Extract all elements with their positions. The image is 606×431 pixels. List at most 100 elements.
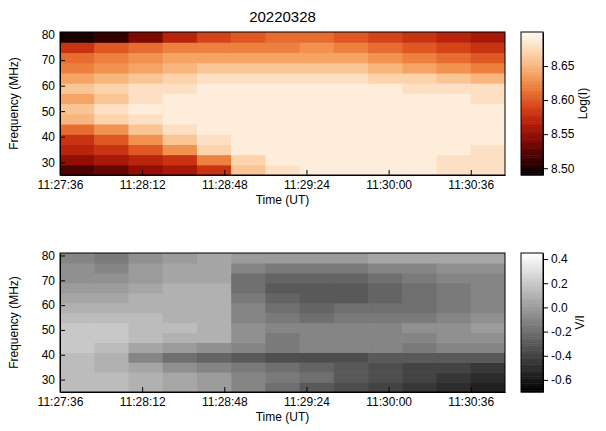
heatmap-cell xyxy=(231,42,266,53)
x-tick-mark xyxy=(306,170,307,175)
heatmap-cell xyxy=(334,52,369,63)
y-tick: 80 xyxy=(42,249,65,263)
heatmap-cell xyxy=(197,42,232,53)
heatmap-cell xyxy=(300,382,335,392)
heatmap-cell xyxy=(128,144,163,155)
heatmap-cell xyxy=(60,263,95,274)
colorbar-tick-label: 8.55 xyxy=(551,127,575,141)
heatmap-cell xyxy=(368,104,403,115)
heatmap-cell xyxy=(60,273,95,284)
heatmap-cell xyxy=(437,165,472,175)
heatmap-cell xyxy=(437,42,472,53)
heatmap-cell xyxy=(163,83,198,94)
heatmap-cell xyxy=(402,165,437,175)
panel: 11:27:3611:28:1211:28:4811:29:2411:30:00… xyxy=(7,8,590,207)
colorbar-tick: -0.6 xyxy=(543,373,572,387)
heatmap-cell xyxy=(265,313,300,324)
heatmap-cell xyxy=(402,253,437,264)
heatmap-cell xyxy=(60,323,95,334)
heatmap-cell xyxy=(94,155,129,166)
heatmap-cell xyxy=(402,114,437,125)
colorbar-tick-label: -0.4 xyxy=(551,349,572,363)
heatmap-cell xyxy=(437,323,472,334)
y-tick: 30 xyxy=(42,156,65,170)
heatmap-cell xyxy=(300,342,335,353)
y-tick-mark xyxy=(60,305,65,306)
heatmap-cell xyxy=(60,32,95,43)
heatmap-cell xyxy=(368,144,403,155)
x-tick-label: 11:27:36 xyxy=(38,178,84,192)
heatmap-cell xyxy=(437,124,472,135)
colorbar-axis: 8.508.558.608.65 xyxy=(543,33,575,176)
x-tick-label: 11:29:24 xyxy=(284,395,330,409)
heatmap-cell xyxy=(437,293,472,304)
heatmap-cell xyxy=(231,332,266,343)
heatmap-cell xyxy=(94,93,129,104)
heatmap-cell xyxy=(334,382,369,392)
heatmap-cell xyxy=(402,93,437,104)
colorbar-tick-label: 8.60 xyxy=(551,93,575,107)
heatmap-cell xyxy=(128,352,163,363)
heatmap-cell xyxy=(60,382,95,392)
heatmap-cell xyxy=(60,144,95,155)
x-tick: 11:29:24 xyxy=(284,170,330,192)
heatmap-cell xyxy=(197,342,232,353)
heatmap-cell xyxy=(300,332,335,343)
heatmap-cell xyxy=(197,52,232,63)
x-tick-mark xyxy=(142,387,143,392)
heatmap-cell xyxy=(197,63,232,74)
y-axis: 304050607080 xyxy=(42,28,65,176)
y-tick-mark xyxy=(60,60,65,61)
heatmap-cell xyxy=(94,124,129,135)
x-tick-label: 11:29:24 xyxy=(284,178,330,192)
heatmap-cell xyxy=(368,253,403,264)
heatmap-cell xyxy=(163,32,198,43)
heatmap-cell xyxy=(94,372,129,383)
heatmap-cell xyxy=(94,313,129,324)
y-tick-mark xyxy=(60,137,65,138)
y-axis-line xyxy=(60,33,61,176)
heatmap-cell xyxy=(265,372,300,383)
heatmap-cell xyxy=(368,332,403,343)
heatmap-cell xyxy=(128,293,163,304)
colorbar-title: V/I xyxy=(573,315,587,330)
heatmap-cell xyxy=(163,273,198,284)
heatmap-cell xyxy=(300,253,335,264)
heatmap-cell xyxy=(231,293,266,304)
heatmap-cell xyxy=(128,273,163,284)
heatmap-cell xyxy=(368,372,403,383)
heatmap-cell xyxy=(128,332,163,343)
heatmap-cell xyxy=(402,263,437,274)
heatmap-cell xyxy=(128,134,163,145)
heatmap-cell xyxy=(231,253,266,264)
colorbar-tick-label: 0.4 xyxy=(551,252,568,266)
colorbar-tick-mark xyxy=(543,168,548,169)
heatmap-cell xyxy=(197,273,232,284)
y-axis-title: Frequency (MHz) xyxy=(7,57,21,150)
y-tick: 30 xyxy=(42,373,65,387)
heatmap-cell xyxy=(368,52,403,63)
heatmap-cell xyxy=(60,332,95,343)
heatmap-cell xyxy=(437,313,472,324)
y-tick-label: 30 xyxy=(42,373,56,387)
heatmap-cell xyxy=(300,313,335,324)
heatmap-cell xyxy=(60,52,95,63)
heatmap-cell xyxy=(128,323,163,334)
heatmap-cell xyxy=(60,42,95,53)
heatmap-cell xyxy=(437,114,472,125)
heatmap-cell xyxy=(197,352,232,363)
colorbar-title: Log(I) xyxy=(576,88,590,119)
y-axis-line xyxy=(60,254,61,393)
heatmap-cell xyxy=(402,124,437,135)
heatmap-cell xyxy=(300,323,335,334)
heatmap-cell xyxy=(163,313,198,324)
heatmap-cell xyxy=(231,382,266,392)
x-tick-mark xyxy=(224,170,225,175)
heatmap-cell xyxy=(402,73,437,84)
heatmap-cell xyxy=(471,293,505,304)
colorbar-tick-label: -0.2 xyxy=(551,325,572,339)
heatmap-cell xyxy=(60,342,95,353)
colorbar-tick-label: 0.0 xyxy=(551,301,568,315)
heatmap-cell xyxy=(471,313,505,324)
heatmap-cell xyxy=(197,104,232,115)
